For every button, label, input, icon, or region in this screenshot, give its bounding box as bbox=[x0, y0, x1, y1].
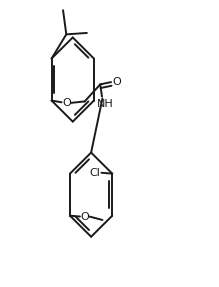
Text: O: O bbox=[112, 77, 121, 87]
Text: O: O bbox=[80, 212, 89, 222]
Text: O: O bbox=[62, 98, 71, 108]
Text: Cl: Cl bbox=[90, 168, 100, 178]
Text: NH: NH bbox=[97, 99, 114, 109]
